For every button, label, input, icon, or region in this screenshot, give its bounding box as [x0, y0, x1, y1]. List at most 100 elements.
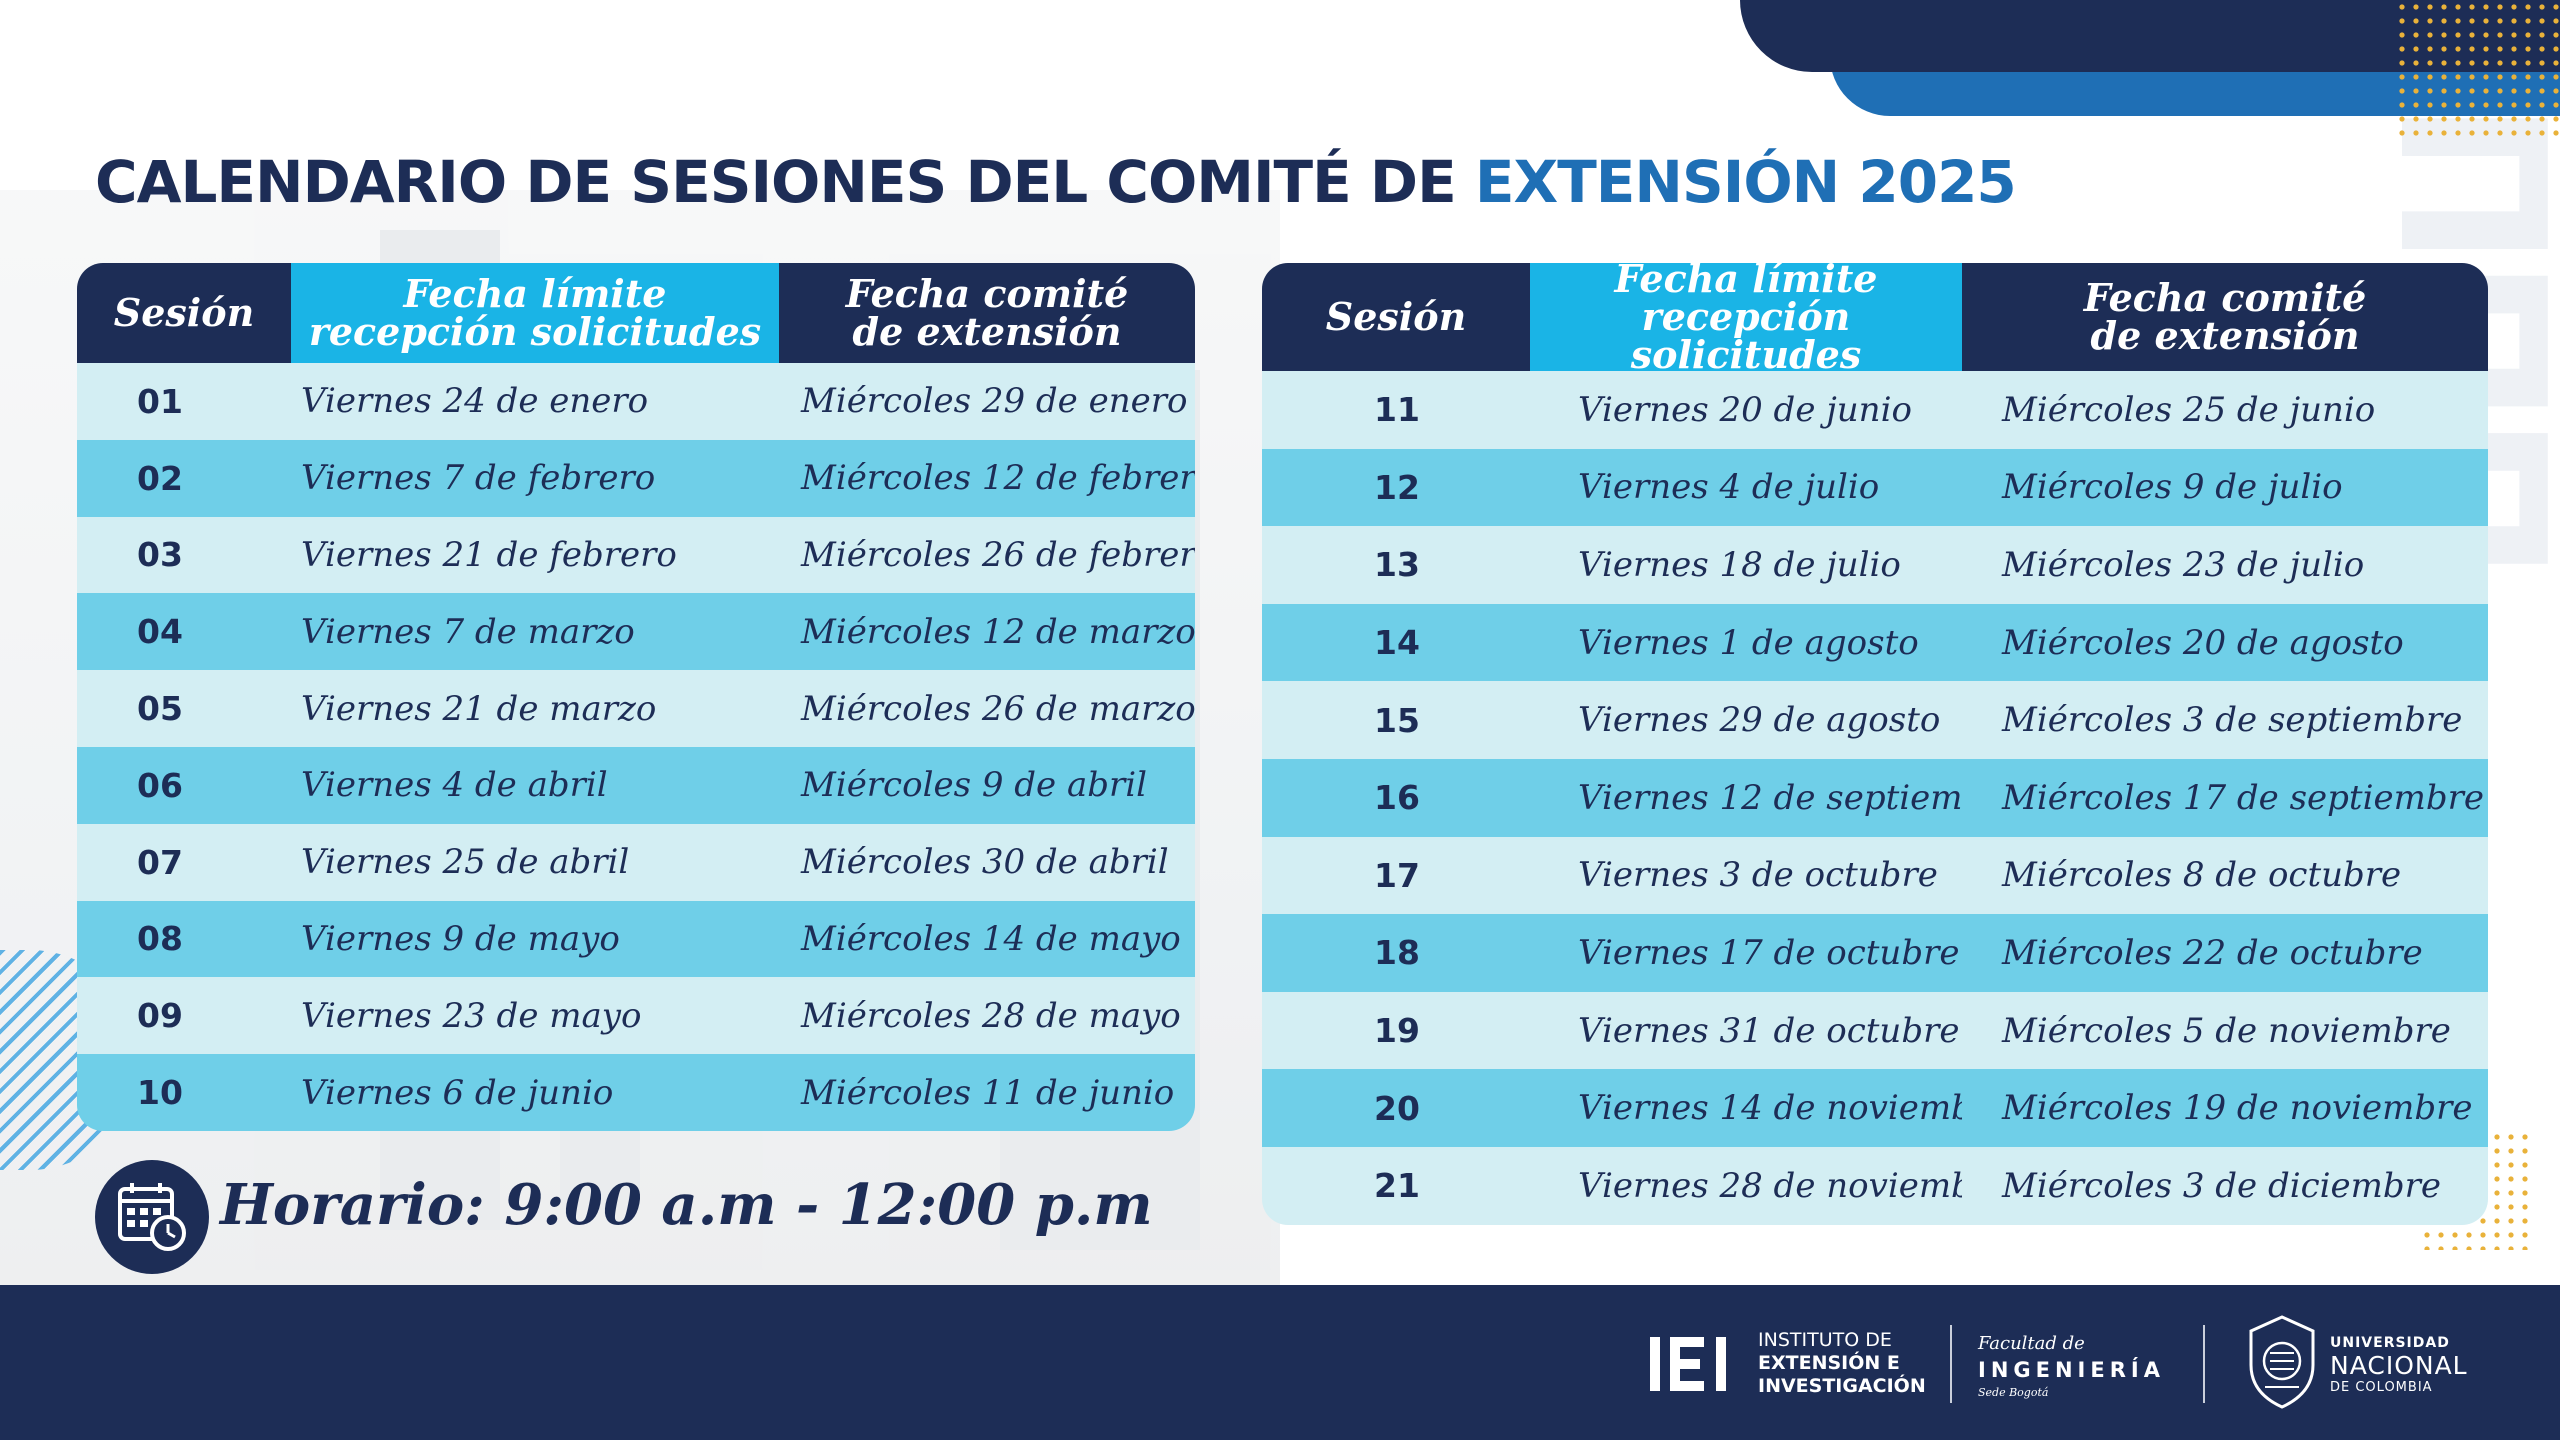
deadline-date: Viernes 1 de agosto [1578, 622, 1919, 663]
deadline-date: Viernes 4 de julio [1578, 467, 1880, 508]
university-seal-icon [2249, 1315, 2315, 1409]
gold-dot-pattern [2395, 0, 2560, 140]
table-row: 08 Viernes 9 de mayo Miércoles 14 de mayo [77, 900, 1195, 978]
deadline-date: Viernes 29 de agosto [1578, 700, 1941, 741]
deadline-date: Viernes 12 de septiembre [1578, 777, 1962, 818]
session-number: 04 [137, 612, 183, 652]
title-main: CALENDARIO DE SESIONES DEL COMITÉ DE [95, 148, 1457, 216]
session-number: 10 [137, 1073, 183, 1113]
deadline-date: Viernes 28 de noviembre [1578, 1165, 1962, 1206]
committee-date: Miércoles 14 de mayo [801, 918, 1181, 959]
session-number: 14 [1374, 623, 1420, 663]
deadline-date: Viernes 18 de julio [1578, 544, 1901, 585]
page-title: CALENDARIO DE SESIONES DEL COMITÉ DE EXT… [95, 148, 2017, 216]
committee-date: Miércoles 8 de octubre [2002, 855, 2402, 896]
session-number: 20 [1374, 1088, 1420, 1128]
session-number: 02 [137, 458, 183, 498]
schedule-text: Horario: 9:00 a.m - 12:00 p.m [220, 1172, 1153, 1238]
title-accent: EXTENSIÓN 2025 [1474, 148, 2017, 216]
table-row: 03 Viernes 21 de febrero Miércoles 26 de f… [77, 516, 1195, 594]
sessions-table-right: Sesión Fecha límite recepción solicitude… [1262, 263, 2488, 1225]
header-committee-line2: de extensión [2090, 313, 2360, 358]
table-row: 04 Viernes 7 de marzo Miércoles 12 de marz… [77, 593, 1195, 671]
table-row: 15 Viernes 29 de agosto Miércoles 3 de sep… [1262, 681, 2488, 759]
table-row: 20 Viernes 14 de noviembre Miércoles 19 de… [1262, 1069, 2488, 1147]
table-row: 16 Viernes 12 de septiembre Miércoles 17 d… [1262, 758, 2488, 837]
session-number: 18 [1374, 933, 1420, 973]
calendar-clock-icon [95, 1160, 209, 1274]
session-number: 05 [137, 689, 183, 729]
header-deadline-line1: Fecha límite [1614, 263, 1878, 301]
header-deadline: Fecha límite recepción solicitudes [291, 263, 779, 363]
committee-date: Miércoles 9 de julio [2002, 467, 2343, 508]
table-row: 09 Viernes 23 de mayo Miércoles 28 de mayo [77, 977, 1195, 1055]
header-deadline: Fecha límite recepción solicitudes [1530, 263, 1962, 374]
header-session: Sesión [1262, 263, 1530, 371]
committee-date: Miércoles 19 de noviembre [2002, 1088, 2473, 1129]
deadline-date: Viernes 3 de octubre [1578, 855, 1938, 896]
table-body-left: 01 Viernes 24 de enero Miércoles 29 de ene… [77, 363, 1195, 1131]
header-deadline-line1: Fecha límite [403, 271, 667, 316]
committee-date: Miércoles 23 de julio [2002, 544, 2365, 585]
table-header: Sesión Fecha límite recepción solicitude… [1262, 263, 2488, 374]
session-number: 16 [1374, 778, 1420, 818]
committee-date: Miércoles 3 de septiembre [2002, 700, 2463, 741]
committee-date: Miércoles 3 de diciembre [2002, 1165, 2442, 1206]
committee-date: Miércoles 5 de noviembre [2002, 1010, 2451, 1051]
table-row: 06 Viernes 4 de abril Miércoles 9 de abril [77, 746, 1195, 824]
university-logo-text: UNIVERSIDAD NACIONAL DE COLOMBIA [2330, 1335, 2468, 1395]
session-number: 07 [137, 842, 183, 882]
deadline-date: Viernes 20 de junio [1578, 389, 1912, 430]
deadline-date: Viernes 25 de abril [301, 842, 630, 883]
footer-bar: INSTITUTO DE EXTENSIÓN E INVESTIGACIÓN F… [0, 1285, 2560, 1440]
deadline-date: Viernes 4 de abril [301, 765, 608, 806]
committee-date: Miércoles 20 de agosto [2002, 622, 2404, 663]
session-number: 06 [137, 765, 183, 805]
session-number: 12 [1374, 467, 1420, 507]
header-deadline-line2: recepción solicitudes [308, 309, 762, 354]
table-row: 07 Viernes 25 de abril Miércoles 30 de abr… [77, 823, 1195, 901]
session-number: 03 [137, 535, 183, 575]
faculty-logo-text: Facultad de INGENIERÍA Sede Bogotá [1978, 1333, 2165, 1399]
committee-date: Miércoles 25 de junio [2002, 389, 2376, 430]
table-row: 05 Viernes 21 de marzo Miércoles 26 de mar… [77, 670, 1195, 747]
header-committee: Fecha comité de extensión [779, 263, 1195, 363]
committee-date: Miércoles 9 de abril [801, 765, 1147, 806]
committee-date: Miércoles 26 de febrero [801, 534, 1195, 575]
table-row: 10 Viernes 6 de junio Miércoles 11 de juni… [77, 1054, 1195, 1131]
deadline-date: Viernes 24 de enero [301, 381, 649, 422]
table-row: 02 Viernes 7 de febrero Miércoles 12 de fe… [77, 439, 1195, 517]
session-number: 21 [1374, 1166, 1420, 1206]
table-row: 21 Viernes 28 de noviembre Miércoles 3 de … [1262, 1146, 2488, 1225]
deadline-date: Viernes 14 de noviembre [1578, 1088, 1962, 1129]
committee-date: Miércoles 26 de marzo [801, 688, 1195, 729]
committee-date: Miércoles 28 de mayo [801, 995, 1181, 1036]
table-body-right: 11 Viernes 20 de junio Miércoles 25 de jun… [1262, 371, 2488, 1225]
calendar-clock-icon-svg [118, 1183, 186, 1251]
deadline-date: Viernes 21 de marzo [301, 688, 657, 729]
deadline-date: Viernes 6 de junio [301, 1072, 614, 1113]
table-row: 12 Viernes 4 de julio Miércoles 9 de julio [1262, 448, 2488, 527]
sessions-table-left: Sesión Fecha límite recepción solicitude… [77, 263, 1195, 1131]
session-number: 17 [1374, 855, 1420, 895]
session-number: 11 [1374, 390, 1420, 430]
header-committee: Fecha comité de extensión [1962, 263, 2488, 371]
deadline-date: Viernes 9 de mayo [301, 918, 620, 959]
deadline-date: Viernes 21 de febrero [301, 534, 677, 575]
table-row: 01 Viernes 24 de enero Miércoles 29 de ene… [77, 363, 1195, 440]
iei-logo-icon [1650, 1337, 1726, 1391]
table-row: 13 Viernes 18 de julio Miércoles 23 de jul… [1262, 526, 2488, 604]
committee-date: Miércoles 30 de abril [801, 842, 1169, 883]
session-number: 08 [137, 919, 183, 959]
iei-logo-text: INSTITUTO DE EXTENSIÓN E INVESTIGACIÓN [1758, 1329, 1926, 1397]
footer-divider [1950, 1325, 1952, 1403]
table-row: 14 Viernes 1 de agosto Miércoles 20 de ago… [1262, 603, 2488, 682]
header-committee-line2: de extensión [852, 309, 1122, 354]
session-number: 09 [137, 996, 183, 1036]
header-session: Sesión [77, 263, 291, 363]
table-row: 19 Viernes 31 de octubre Miércoles 5 de no… [1262, 991, 2488, 1070]
header-committee-line1: Fecha comité [845, 271, 1129, 316]
deadline-date: Viernes 7 de febrero [301, 458, 656, 499]
deadline-date: Viernes 17 de octubre [1578, 932, 1960, 973]
committee-date: Miércoles 22 de octubre [2002, 932, 2423, 973]
